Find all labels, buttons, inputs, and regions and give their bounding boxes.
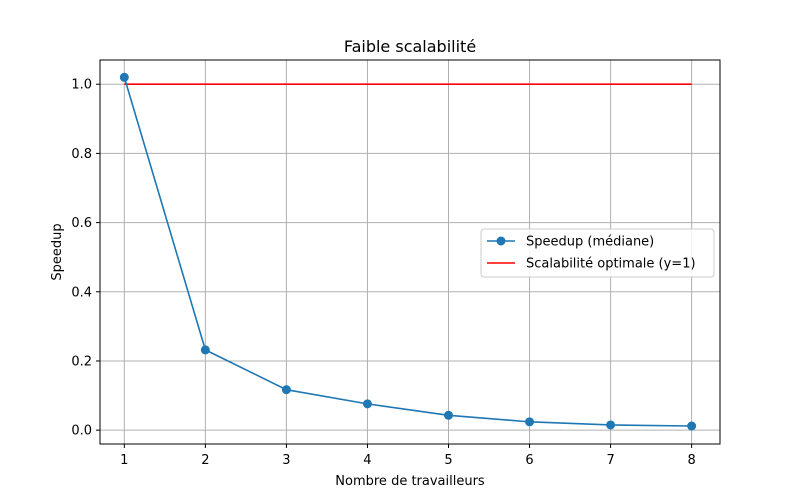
data-point xyxy=(281,385,291,395)
y-tick-label: 0.8 xyxy=(71,147,92,162)
legend-swatch-marker xyxy=(496,236,506,246)
data-point xyxy=(362,399,372,409)
legend: Speedup (médiane) Scalabilité optimale (y… xyxy=(480,228,715,278)
data-point xyxy=(119,72,129,82)
legend-label: Scalabilité optimale (y=1) xyxy=(526,257,696,272)
data-point xyxy=(687,421,697,431)
plot-frame xyxy=(99,59,721,445)
series-line-0 xyxy=(123,77,692,427)
series-layer xyxy=(119,72,697,431)
x-tick-label: 3 xyxy=(282,453,290,468)
chart-title: Faible scalabilité xyxy=(344,37,476,56)
x-tick-label: 2 xyxy=(201,453,209,468)
legend-box xyxy=(480,228,715,278)
x-tick-label: 5 xyxy=(444,453,452,468)
data-point xyxy=(443,410,453,420)
y-tick-label: 1.0 xyxy=(71,78,92,93)
y-tick-label: 0.4 xyxy=(71,285,92,300)
ticks: 1 2 3 4 5 6 7 8 0.0 0.2 0.4 0.6 0.8 1.0 xyxy=(71,78,695,468)
y-tick-label: 0.6 xyxy=(71,216,92,231)
data-point xyxy=(606,420,616,430)
x-tick-label: 7 xyxy=(606,453,614,468)
data-point xyxy=(200,345,210,355)
y-axis-label: Speedup xyxy=(50,223,65,280)
x-tick-label: 6 xyxy=(525,453,533,468)
y-tick-label: 0.0 xyxy=(71,424,92,439)
x-tick-label: 1 xyxy=(120,453,128,468)
y-tick-label: 0.2 xyxy=(71,354,92,369)
legend-label: Speedup (médiane) xyxy=(526,235,654,250)
x-tick-label: 4 xyxy=(363,453,371,468)
data-point xyxy=(525,417,535,427)
x-axis-label: Nombre de travailleurs xyxy=(335,474,485,489)
x-tick-label: 8 xyxy=(687,453,695,468)
